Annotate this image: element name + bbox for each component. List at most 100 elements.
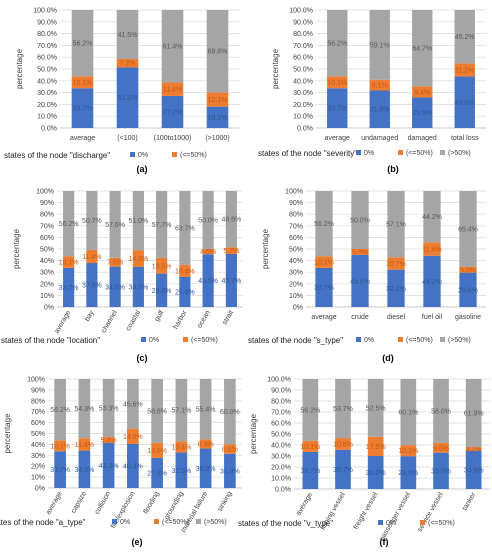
data-label: 4.5%	[200, 249, 216, 256]
bar-segment-gt50	[175, 379, 188, 442]
data-label: 44.2%	[422, 279, 442, 286]
bar-segment-le50	[454, 63, 475, 77]
bar-segment-zero	[202, 254, 214, 307]
data-label: 3.2%	[466, 446, 482, 453]
y-tick-label: 0.0%	[275, 487, 291, 494]
bar-segment-zero	[156, 273, 168, 307]
x-tick-label: damaged	[408, 135, 437, 142]
bar-segment-le50	[179, 264, 191, 277]
bar-segment-zero	[302, 451, 319, 489]
y-tick-label: 0%	[44, 305, 54, 312]
chart-panel-5: 0% 10% 20% 30% 40% 50% 60% 70% 80% 90% 100% percent…	[0, 377, 242, 547]
legend-label-le50: (<=50%)	[406, 337, 433, 344]
bar-segment-gt50	[433, 379, 449, 443]
bar-segment-le50	[315, 256, 333, 268]
bar-segment-le50	[387, 257, 405, 270]
x-tick-label: bay	[84, 309, 96, 323]
data-label: 29.8%	[398, 470, 418, 477]
y-axis-label: percentage	[12, 228, 21, 269]
data-label: 5.0%	[460, 267, 476, 274]
bar-segment-le50	[54, 440, 66, 452]
bar-segment-gt50	[224, 379, 236, 445]
y-tick-label: 90.0%	[293, 19, 313, 26]
bar-segment-le50	[63, 256, 75, 268]
y-tick-label: 40%	[289, 258, 303, 265]
bar-segment-zero	[109, 266, 121, 307]
bar-segment-le50	[175, 441, 188, 453]
bar-segment-gt50	[78, 379, 91, 439]
data-label: 50.0%	[198, 218, 218, 225]
bar-segment-le50	[78, 438, 91, 451]
bar-segment-le50	[412, 86, 433, 98]
bar-segment-zero	[412, 97, 433, 128]
bar-segment-zero	[78, 450, 91, 488]
y-tick-label: 100.0%	[289, 8, 313, 15]
bar-segment-le50	[151, 442, 163, 458]
y-tick-label: 30.0%	[37, 90, 57, 97]
x-axis-title: states of the node "severity"	[258, 149, 357, 158]
bar-segment-zero	[206, 106, 229, 128]
x-tick-label: flooding	[143, 490, 161, 515]
data-label: 33.7%	[50, 467, 70, 474]
data-label: 33.7%	[59, 285, 79, 292]
x-tick-label: average	[70, 135, 95, 142]
bar-segment-zero	[127, 443, 139, 488]
data-label: 10.1%	[398, 448, 418, 455]
bar-segment-le50	[199, 439, 212, 449]
bar-segment-le50	[459, 266, 477, 273]
bar-segment-le50	[202, 249, 214, 255]
y-tick-label: 40%	[31, 442, 45, 449]
data-label: 41.3%	[99, 463, 119, 470]
y-axis-label: percentage	[271, 48, 280, 89]
bar-segment-le50	[400, 445, 417, 457]
legend-swatch-zero	[130, 152, 135, 157]
bar-segment-zero	[116, 67, 139, 128]
bar-segment-le50	[224, 444, 236, 454]
legend-label-zero: 0%	[386, 520, 396, 527]
legend-swatch-zero	[141, 337, 146, 342]
data-label: 25.9%	[175, 289, 195, 296]
x-tick-label: gasoline	[455, 314, 481, 321]
bar-segment-gt50	[102, 379, 115, 438]
data-label: 57.1%	[171, 408, 191, 415]
data-label: 60.0%	[220, 409, 240, 416]
y-tick-label: 80%	[289, 212, 303, 219]
data-label: 27.6%	[147, 470, 167, 477]
bar-segment-le50	[71, 76, 94, 89]
bar-segment-zero	[179, 276, 191, 307]
y-tick-label: 50%	[31, 431, 45, 438]
data-label: 11.4%	[75, 442, 94, 449]
y-tick-label: 100%	[36, 189, 54, 196]
bar-segment-gt50	[132, 191, 144, 251]
bar-segment-le50	[109, 257, 121, 267]
data-label: 27.2%	[163, 109, 183, 116]
data-label: 45.2%	[455, 34, 475, 41]
bar-segment-le50	[302, 440, 319, 452]
y-tick-label: 10%	[40, 293, 54, 300]
data-label: 65.4%	[458, 226, 478, 233]
bar-segment-gt50	[202, 191, 214, 249]
y-tick-label: 90%	[289, 200, 303, 207]
x-tick-label: average	[54, 309, 73, 334]
data-label: 7.6%	[107, 260, 123, 267]
chart-panel-4: 0% 10% 20% 30% 40% 50% 60% 70% 80% 90% 100% percent…	[248, 189, 486, 363]
legend-swatch-zero	[356, 337, 361, 342]
bar-segment-gt50	[459, 191, 477, 267]
y-tick-label: 20%	[31, 464, 45, 471]
data-label: 60.1%	[398, 410, 418, 417]
data-label: 32.5%	[171, 468, 191, 475]
x-tick-label: freight vessel	[353, 491, 380, 531]
x-tick-label: (<100)	[117, 135, 137, 142]
data-label: 48.6%	[221, 217, 241, 224]
chart-panel-2: 0.0% 10.0% 20.0% 30.0% 40.0% 50.0% 60.0% 70.0% 8…	[258, 8, 486, 174]
bar-segment-le50	[127, 428, 139, 444]
legend: 0% (<=50%)	[130, 152, 207, 159]
data-label: 50.0%	[350, 218, 370, 225]
legend-swatch-le50	[398, 337, 403, 342]
x-tick-label: average	[45, 490, 64, 515]
data-label: 11.4%	[163, 87, 182, 94]
y-tick-label: 70%	[289, 223, 303, 230]
bar-segment-le50	[225, 247, 237, 254]
y-tick-label: 10%	[289, 293, 303, 300]
bar-segment-le50	[335, 438, 351, 450]
